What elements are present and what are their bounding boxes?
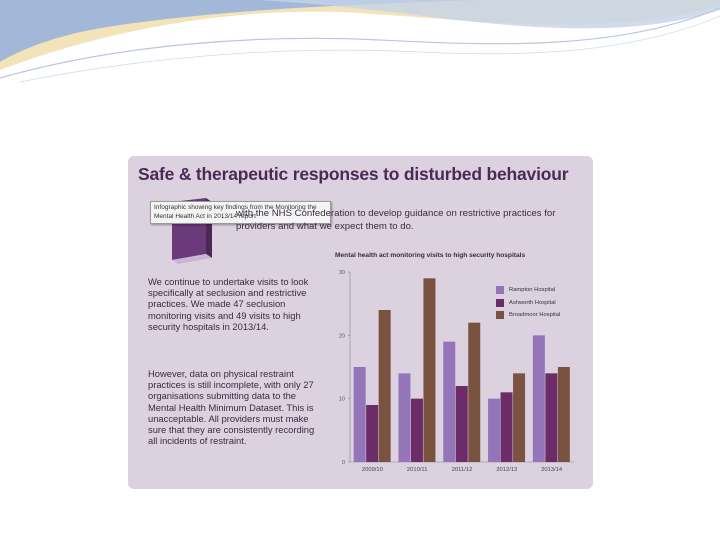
chart-legend: Rampton Hospital Ashworth Hospital Broadmo… [496, 284, 560, 322]
bar-rampton-hospital-2013-14 [532, 335, 545, 462]
restraint-paragraph: However, data on physical restraint prac… [148, 368, 315, 447]
legend-label: Broadmoor Hospital [509, 312, 561, 319]
bar-rampton-hospital-2009-10 [353, 367, 366, 462]
bar-ashworth-hospital-2012-13 [500, 392, 513, 462]
swoosh-line [0, 7, 720, 79]
legend-item: Rampton Hospital [496, 284, 560, 297]
bar-chart: 0 10 20 30 2009/10 2010/11 2011/12 2012/13 2013/… [339, 270, 574, 473]
header-swoosh [0, 0, 720, 83]
swoosh-band-blue-light [260, 0, 720, 29]
bar-ashworth-hospital-2009-10 [366, 405, 379, 462]
swoosh-band-blue [0, 0, 480, 62]
legend-item: Ashworth Hospital [496, 297, 560, 310]
legend-item: Broadmoor Hospital [496, 309, 560, 322]
bar-broadmoor-hospital-2010-11 [423, 278, 436, 462]
y-tick-label: 20 [339, 333, 345, 339]
infographic-title: Safe & therapeutic responses to disturbe… [138, 164, 569, 184]
x-tick-label: 2013/14 [541, 467, 563, 473]
seclusion-paragraph: We continue to undertake visits to look … [148, 276, 309, 332]
bar-ashworth-hospital-2010-11 [410, 398, 423, 462]
bar-broadmoor-hospital-2009-10 [378, 310, 391, 462]
bar-broadmoor-hospital-2013-14 [557, 367, 570, 462]
x-tick-label: 2010/11 [407, 467, 428, 473]
chart-title: Mental health act monitoring visits to h… [335, 252, 526, 259]
bar-broadmoor-hospital-2011-12 [468, 322, 481, 462]
bar-broadmoor-hospital-2012-13 [513, 373, 526, 462]
bar-rampton-hospital-2010-11 [398, 373, 411, 462]
legend-swatch [496, 286, 504, 295]
y-tick-label: 0 [342, 460, 345, 466]
bar-ashworth-hospital-2011-12 [455, 386, 468, 462]
y-tick-label: 10 [339, 397, 345, 403]
x-tick-label: 2009/10 [362, 467, 383, 473]
bar-ashworth-hospital-2013-14 [545, 373, 558, 462]
image-tooltip: Infographic showing key findings from th… [150, 201, 331, 224]
bar-rampton-hospital-2011-12 [443, 341, 456, 462]
legend-swatch [496, 298, 504, 307]
intro-text: with the NHS Confederation to develop gu… [236, 208, 556, 232]
legend-label: Rampton Hospital [509, 287, 556, 294]
legend-label: Ashworth Hospital [509, 299, 556, 306]
x-tick-label: 2012/13 [496, 467, 517, 473]
legend-swatch [496, 311, 504, 320]
infographic-card: Safe & therapeutic responses to disturbe… [128, 156, 593, 489]
y-tick-label: 30 [339, 270, 345, 276]
x-tick-label: 2011/12 [452, 467, 473, 473]
bar-rampton-hospital-2012-13 [488, 398, 501, 462]
swoosh-line-2 [19, 15, 720, 83]
